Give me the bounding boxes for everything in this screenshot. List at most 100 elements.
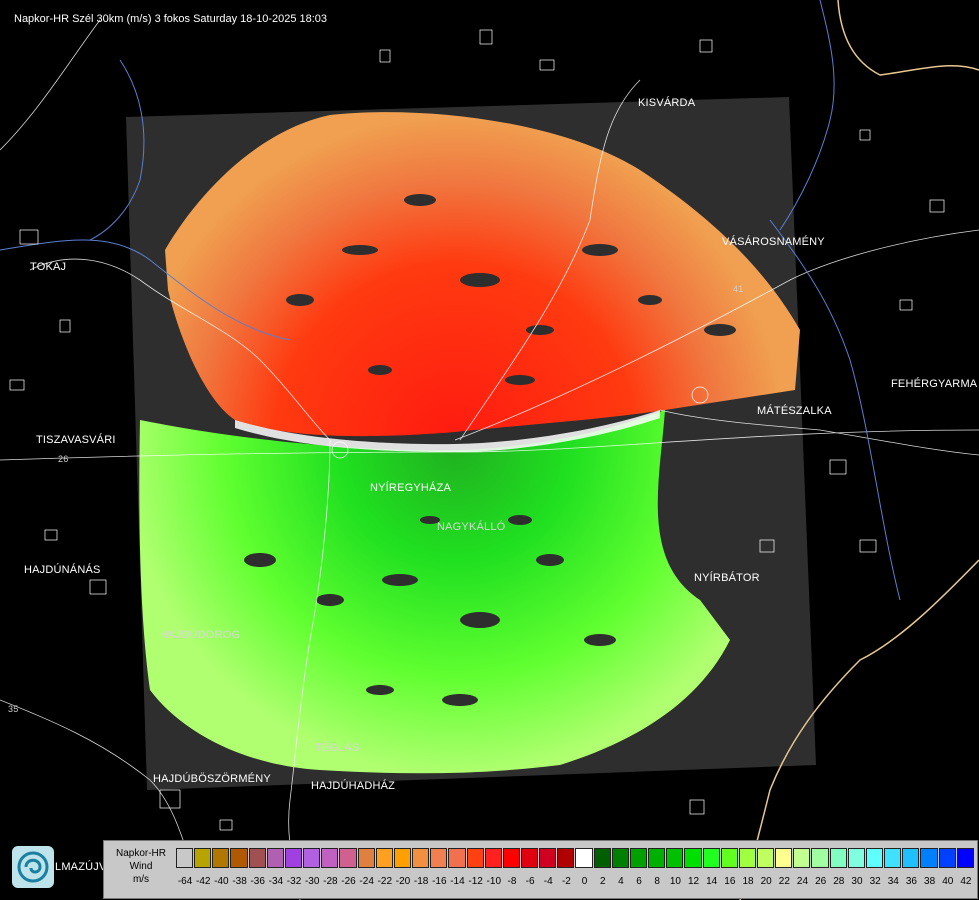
legend-tick-label: 18: [742, 876, 754, 887]
legend-swatch: [194, 848, 212, 868]
legend-tick-label: 10: [669, 876, 681, 887]
legend-tick-label: -8: [507, 876, 517, 887]
legend-swatch: [648, 848, 666, 868]
legend-tick-label: -26: [341, 876, 356, 887]
legend-tick-label: -38: [232, 876, 247, 887]
legend-tick-label: -12: [468, 876, 483, 887]
legend-swatch: [938, 848, 956, 868]
legend-tick-label: 4: [618, 876, 624, 887]
legend-title-line: Napkor-HR: [115, 848, 166, 859]
legend-swatch: [738, 848, 756, 868]
legend-swatch: [611, 848, 629, 868]
legend-tick-label: 0: [581, 876, 588, 887]
legend-swatch: [212, 848, 230, 868]
napkor-logo-icon: [12, 846, 54, 888]
city-label-tokaj: TOKAJ: [30, 261, 67, 273]
legend-tick-label: -40: [214, 876, 229, 887]
city-label-kisvarda: KISVÁRDA: [638, 97, 696, 109]
legend-tick-label: 34: [887, 876, 899, 887]
legend-tick-label: -10: [486, 876, 502, 887]
legend-swatch: [502, 848, 520, 868]
legend-tick-label: -36: [250, 876, 265, 887]
city-label-nagykallo: NAGYKÁLLÓ: [437, 521, 506, 533]
legend-swatch: [430, 848, 448, 868]
legend-swatch: [793, 848, 811, 868]
legend-swatch: [412, 848, 430, 868]
legend-swatch: [847, 848, 865, 868]
legend-tick-label: 8: [654, 876, 660, 887]
city-label-vasarosnameny: VÁSÁROSNAMÉNY: [722, 236, 825, 248]
legend-tick-label: -28: [323, 876, 338, 887]
legend-tick-label: 20: [760, 876, 772, 887]
legend-swatch: [811, 848, 829, 868]
legend-tick-label: -16: [432, 876, 447, 887]
legend-swatch: [484, 848, 502, 868]
legend-swatch: [920, 848, 938, 868]
legend-swatch: [775, 848, 793, 868]
city-label-teglas: TÉGLÁS: [315, 742, 360, 754]
city-label-hajduhadhaz: HAJDÚHADHÁZ: [311, 780, 396, 792]
legend-tick-label: 42: [960, 876, 972, 887]
legend-swatch: [575, 848, 593, 868]
legend-tick-label: -42: [196, 876, 211, 887]
legend-tick-label: -6: [525, 876, 535, 887]
legend-tick-label: 16: [724, 876, 736, 887]
legend-swatch: [303, 848, 321, 868]
map-title: Napkor-HR Szél 30km (m/s) 3 fokos Saturd…: [14, 13, 328, 25]
legend-ticks: -64 -42 -40 -38 -36 -34 -32 -30 -28 -26 -24 -22 -20-…: [176, 876, 975, 890]
city-label-tiszavasvari: TISZAVASVÁRI: [36, 434, 116, 446]
city-label-mateszalka: MÁTÉSZALKA: [757, 405, 832, 417]
legend-swatches: [176, 848, 975, 868]
legend-swatch: [884, 848, 902, 868]
legend-swatch: [829, 848, 847, 868]
legend-tick-label: 38: [924, 876, 936, 887]
legend-swatch: [757, 848, 775, 868]
city-label-hajdudorog: HAJDÚDOROG: [160, 629, 241, 641]
legend-tick-label: 14: [706, 876, 718, 887]
legend-tick-label: 22: [778, 876, 790, 887]
legend-swatch: [357, 848, 375, 868]
echo-south: [139, 410, 731, 774]
legend-swatch: [266, 848, 284, 868]
legend-swatch: [284, 848, 303, 868]
legend-tick-label: -4: [543, 876, 553, 887]
city-label-fehergyarmat: FEHÉRGYARMA: [891, 378, 978, 390]
legend-swatch: [593, 848, 611, 868]
road-number-41: 41: [733, 284, 744, 294]
legend-swatch: [393, 848, 412, 868]
legend-swatch: [466, 848, 484, 868]
legend-swatch: [375, 848, 393, 868]
city-label-nyirbator: NYÍRBÁTOR: [694, 572, 760, 584]
legend-swatch: [956, 848, 974, 868]
legend-swatch: [666, 848, 684, 868]
road-number-26: 26: [58, 454, 69, 464]
legend-swatch: [520, 848, 539, 868]
legend-tick-label: -18: [413, 876, 429, 887]
legend-swatch: [448, 848, 466, 868]
legend-swatch: [557, 848, 575, 868]
legend-tick-label: 30: [851, 876, 863, 887]
legend-tick-label: -24: [359, 876, 374, 887]
legend-tick-label: -2: [561, 876, 571, 887]
legend-swatch: [865, 848, 884, 868]
legend-tick-label: 12: [687, 876, 700, 887]
road-number-35: 35: [8, 704, 19, 714]
legend-tick-label: 28: [833, 876, 845, 887]
legend-swatch: [248, 848, 266, 868]
legend-tick-label: 40: [942, 876, 954, 887]
legend-tick-label: -14: [450, 876, 465, 887]
city-label-hajdunanas: HAJDÚNÁNÁS: [24, 564, 101, 576]
legend-tick-label: -20: [395, 876, 411, 887]
legend-tick-label: 6: [636, 876, 642, 887]
legend-swatch: [176, 848, 194, 868]
legend-tick-label: 2: [599, 876, 606, 887]
legend-swatch: [702, 848, 720, 868]
legend-tick-label: 26: [815, 876, 827, 887]
wind-legend: Napkor-HR Wind m/s -64 -42 -40 -38 -36 -34 -32…: [103, 840, 978, 899]
legend-swatch: [321, 848, 339, 868]
legend-swatch: [629, 848, 648, 868]
legend-tick-label: -32: [286, 876, 302, 887]
legend-swatch: [539, 848, 557, 868]
legend-swatch: [339, 848, 357, 868]
